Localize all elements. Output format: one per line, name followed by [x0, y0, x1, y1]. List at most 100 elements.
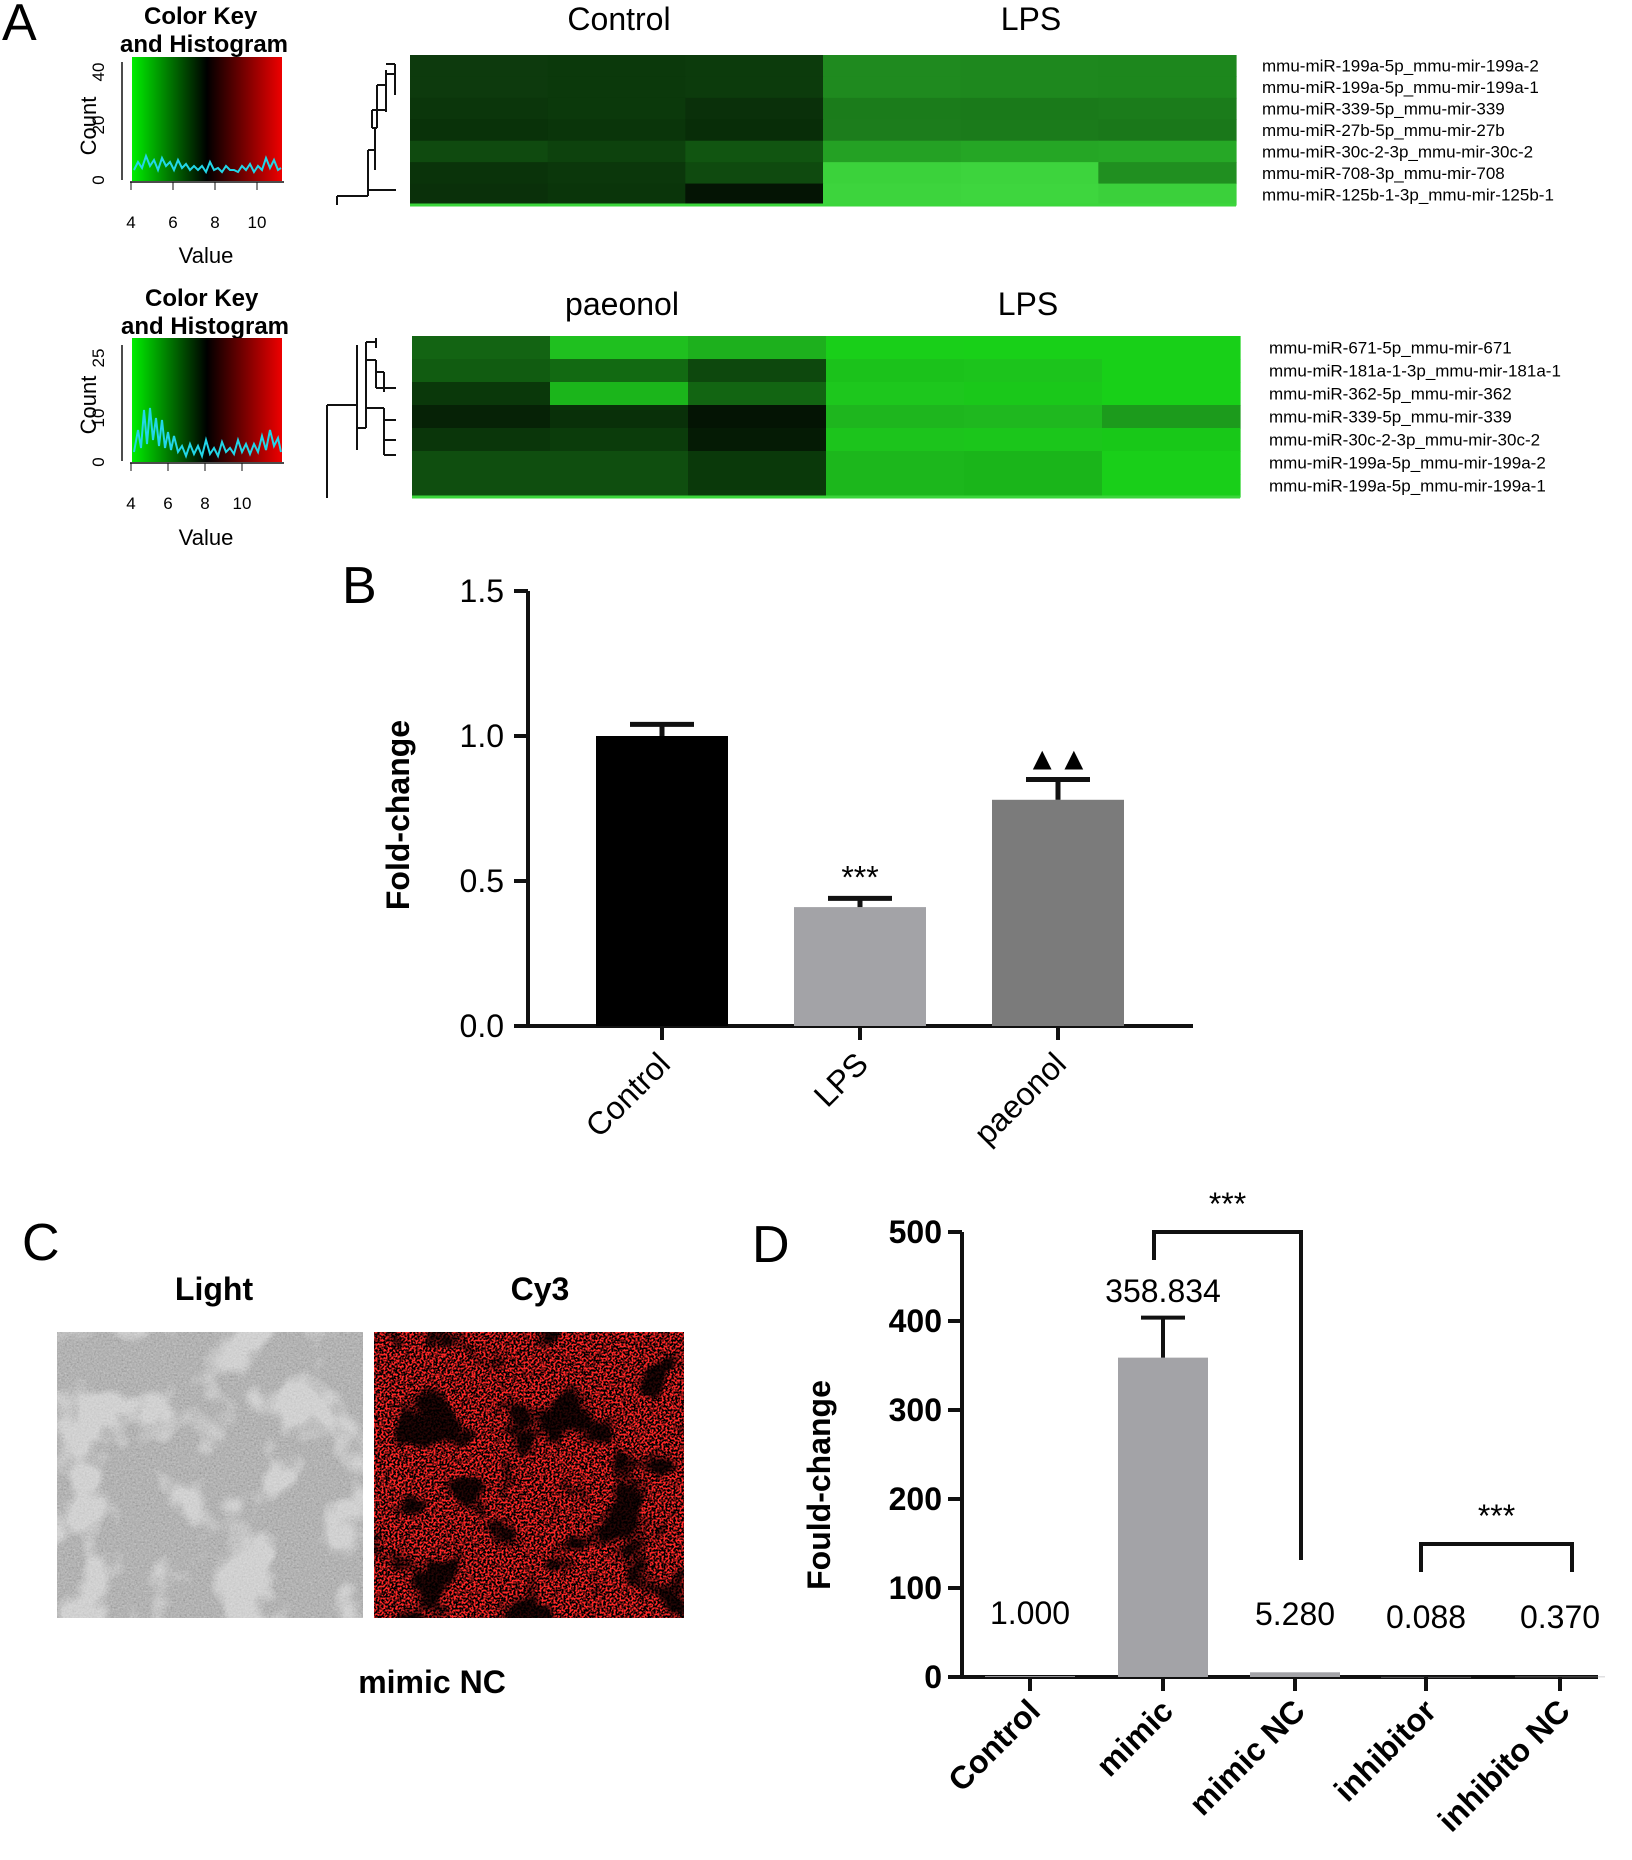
color-key-xticks-2: 4 6 8 10	[126, 463, 251, 513]
heatmap-cell	[823, 162, 962, 185]
chart-b-ytick-label: 1.0	[460, 718, 504, 754]
chart-d-ytick-label: 0	[924, 1659, 942, 1695]
chart-b-xtick-label: LPS	[807, 1045, 875, 1113]
heatmap-row-label: mmu-miR-199a-5p_mmu-mir-199a-2	[1262, 57, 1539, 76]
heatmap-cell	[1102, 382, 1241, 406]
heatmap-cell	[1102, 428, 1241, 452]
heatmap-2-group-label-paeonol: paeonol	[565, 286, 679, 322]
heatmap-cell	[823, 140, 962, 163]
color-key-gradient	[132, 57, 282, 181]
heatmap-cell	[823, 97, 962, 120]
heatmap-1-group-label-lps: LPS	[1001, 1, 1061, 37]
heatmap-1: Color Key and Histogram Count Value 4 6 …	[76, 1, 1554, 268]
heatmap-cell	[685, 119, 824, 142]
heatmap-cell	[960, 140, 1099, 163]
color-key-histogram	[133, 153, 282, 175]
heatmap-cell	[1102, 451, 1241, 475]
heatmap-row-label: mmu-miR-339-5p_mmu-mir-339	[1262, 100, 1505, 119]
chart-d-ytick-label: 400	[889, 1303, 942, 1339]
image-label-light: Light	[175, 1271, 254, 1307]
heatmap-cell	[688, 359, 827, 383]
heatmap-cell	[550, 336, 689, 360]
heatmap-row-label: mmu-miR-181a-1-3p_mmu-mir-181a-1	[1269, 362, 1561, 381]
heatmap-cell	[1098, 55, 1237, 78]
heatmap-cell	[964, 359, 1103, 383]
heatmap-cell	[410, 162, 549, 185]
chart-d-bar	[1515, 1676, 1605, 1678]
heatmap-cell	[1098, 97, 1237, 120]
heatmap-cell	[410, 119, 549, 142]
cy3-micrograph-dark-areas	[374, 1332, 684, 1618]
color-key-title-line: and Histogram	[121, 313, 289, 340]
heatmap-cell	[826, 405, 965, 429]
chart-b-bar	[794, 907, 926, 1026]
color-key-xlabel: Value	[179, 243, 234, 268]
chart-d-bar	[1118, 1357, 1208, 1677]
heatmap-cell	[412, 382, 551, 406]
heatmap-cell	[1098, 140, 1237, 163]
color-key-title-2: Color Key and Histogram	[121, 285, 289, 340]
key-xtick-label: 6	[168, 213, 177, 232]
heatmap-cell	[412, 451, 551, 475]
key-xtick-label: 4	[126, 494, 135, 513]
heatmap-cell	[547, 97, 686, 120]
key-ytick-label: 40	[89, 63, 108, 82]
key-ytick-label: 0	[89, 457, 108, 466]
chart-d-xtick-label: Control	[941, 1692, 1047, 1798]
heatmap-row-label: mmu-miR-199a-5p_mmu-mir-199a-1	[1262, 78, 1539, 97]
heatmap-cell	[823, 55, 962, 78]
heatmap-cell	[823, 183, 962, 206]
cy3-micrograph	[374, 1332, 684, 1618]
heatmap-cell	[960, 162, 1099, 185]
chart-b-ytick-label: 0.0	[460, 1008, 504, 1044]
heatmap-2-grid	[412, 336, 1241, 498]
chart-d-xtick-label: inhibitor	[1327, 1692, 1443, 1808]
chart-b-bar	[596, 736, 728, 1026]
heatmap-cell	[550, 405, 689, 429]
key-ytick-label: 20	[89, 116, 108, 135]
chart-b-significance-label: ***	[841, 859, 878, 895]
panel-label-d: D	[752, 1216, 790, 1274]
chart-b-xtick-label: Control	[579, 1045, 677, 1143]
panel-label-a: A	[2, 0, 37, 52]
color-key-title-text: Color Key	[145, 285, 259, 312]
heatmap-cell	[685, 140, 824, 163]
light-micrograph	[57, 1332, 363, 1618]
heatmap-cell	[412, 336, 551, 360]
chart-d-value-label: 358.834	[1105, 1273, 1221, 1309]
chart-b-fold-change: Fold-change 0.0 0.5 1.0 1.5 Control LPS paeono…	[380, 573, 1193, 1151]
color-key-yticks-2: 0 10 25	[89, 349, 108, 467]
color-key-1: Color Key and Histogram Count Value 4 6 …	[76, 3, 288, 268]
heatmap-row-label: mmu-miR-339-5p_mmu-mir-339	[1269, 408, 1512, 427]
heatmap-row-label: mmu-miR-708-3p_mmu-mir-708	[1262, 164, 1505, 183]
chart-d-value-label: 5.280	[1255, 1596, 1335, 1632]
heatmap-row-label: mmu-miR-199a-5p_mmu-mir-199a-1	[1269, 477, 1546, 496]
color-key-ylabel: Count	[76, 376, 101, 435]
heatmap-row-label: mmu-miR-125b-1-3p_mmu-mir-125b-1	[1262, 185, 1554, 204]
heatmap-cell	[688, 382, 827, 406]
light-micrograph-clumps	[57, 1332, 363, 1618]
heatmap-cell	[826, 451, 965, 475]
heatmap-cell	[688, 405, 827, 429]
heatmap-cell	[1098, 119, 1237, 142]
heatmap-row-label: mmu-miR-30c-2-3p_mmu-mir-30c-2	[1269, 431, 1540, 450]
color-key-histogram	[133, 407, 282, 460]
heatmap-cell	[550, 428, 689, 452]
color-key-title-line: and Histogram	[120, 31, 288, 58]
chart-b-ytick-label: 1.5	[460, 573, 504, 609]
heatmap-cell	[547, 55, 686, 78]
chart-d-fould-change: Fould-change 0 100 200 300 400 500 Control 1.00…	[801, 1186, 1605, 1839]
heatmap-cell	[1102, 336, 1241, 360]
chart-b-bar	[992, 799, 1124, 1026]
heatmap-cell	[688, 336, 827, 360]
panel-c-microscopy: Light Cy3 mimic NC	[57, 1271, 684, 1700]
image-label-cy3: Cy3	[511, 1271, 570, 1307]
heatmap-cell	[960, 119, 1099, 142]
panel-c-caption: mimic NC	[358, 1664, 506, 1700]
heatmap-1-group-label-control: Control	[567, 1, 670, 37]
heatmap-cell	[547, 119, 686, 142]
key-ytick-label: 10	[89, 409, 108, 428]
heatmap-cell	[688, 451, 827, 475]
chart-b-significance-label: ▲▲	[1026, 741, 1089, 777]
